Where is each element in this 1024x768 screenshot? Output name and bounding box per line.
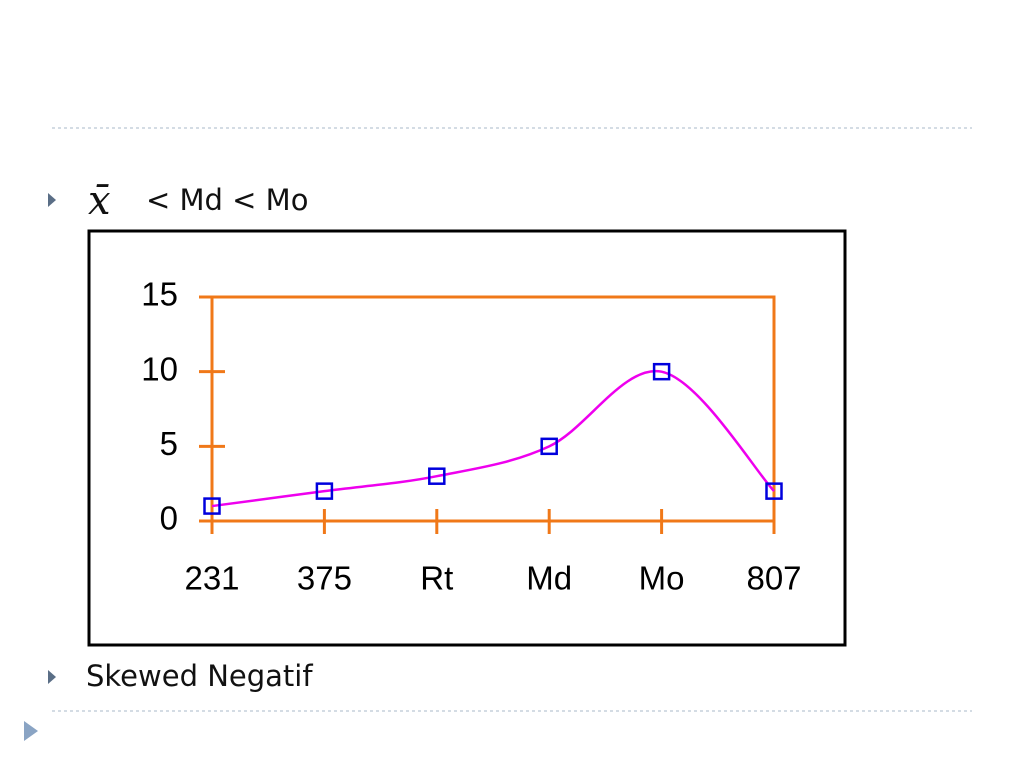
y-tick-label: 15	[141, 276, 178, 313]
bullet-text: < Md < Mo	[146, 183, 308, 217]
point-marker	[428, 467, 446, 485]
point-marker	[540, 437, 558, 456]
mean-symbol: x̄	[88, 178, 111, 224]
point-marker	[203, 497, 221, 515]
x-tick-label: Md	[526, 560, 572, 597]
plot-area	[210, 295, 776, 523]
y-tick-label: 5	[160, 425, 178, 462]
series-line	[211, 369, 775, 508]
x-tick-label: 231	[184, 560, 239, 597]
chart-frame	[87, 229, 847, 647]
y-tick-label: 10	[141, 350, 178, 387]
x-tick-label: 375	[297, 560, 352, 597]
x-tick-label: Mo	[639, 560, 685, 597]
bullet-marker	[48, 193, 56, 207]
chart: 0 5 10 15 231 375 Rt Md Mo 807	[141, 276, 801, 597]
point-marker	[652, 362, 671, 381]
x-tick-label: Rt	[420, 560, 453, 597]
bullet-marker	[24, 721, 38, 741]
y-tick-label: 0	[160, 500, 178, 537]
x-tick-label: 807	[746, 560, 801, 597]
bullet-text: Skewed Negatif	[86, 659, 313, 693]
point-marker	[765, 482, 783, 500]
point-marker	[315, 482, 334, 500]
bullet-marker	[48, 670, 56, 684]
